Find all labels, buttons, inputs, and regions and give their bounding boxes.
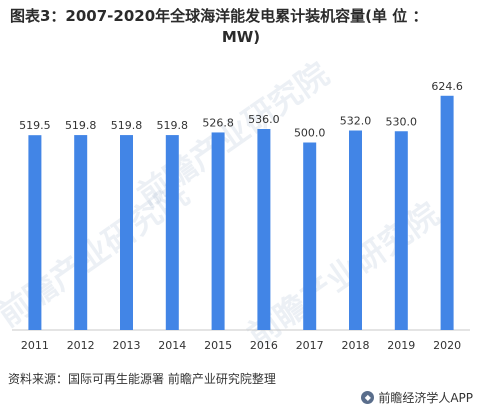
data-label-2012: 519.8	[65, 119, 97, 132]
data-label-2011: 519.5	[19, 119, 51, 132]
bar-2019	[394, 131, 408, 330]
bar-2014	[165, 135, 179, 330]
footer-brand: ◆ 前瞻经济学人APP	[361, 389, 473, 406]
chart-title-line1: 图表3：2007-2020年全球海洋能发电累计装机容量(单 位 ：	[10, 7, 428, 25]
x-tick-label-2011: 2011	[21, 339, 49, 352]
data-label-2014: 519.8	[157, 119, 189, 132]
bar-2012	[74, 135, 88, 330]
x-tick-label-2016: 2016	[250, 339, 278, 352]
chart-title-line2: MW)	[221, 28, 261, 46]
data-label-2016: 536.0	[248, 113, 280, 126]
data-label-2017: 500.0	[294, 127, 326, 140]
bar-2015	[211, 132, 225, 330]
x-tick-label-2014: 2014	[158, 339, 186, 352]
footer-brand-label: 前瞻经济学人APP	[378, 391, 473, 405]
brand-logo-icon: ◆	[361, 391, 375, 404]
x-tick-label-2017: 2017	[296, 339, 324, 352]
chart-title: 图表3：2007-2020年全球海洋能发电累计装机容量(单 位 ： MW)	[10, 6, 472, 48]
bar-2013	[120, 135, 133, 330]
data-label-2015: 526.8	[202, 116, 234, 129]
x-tick-label-2013: 2013	[113, 339, 141, 352]
source-note: 资料来源：国际可再生能源署 前瞻产业研究院整理	[8, 372, 276, 386]
data-label-2019: 530.0	[386, 115, 418, 128]
data-label-2013: 519.8	[111, 119, 143, 132]
data-label-2018: 532.0	[340, 115, 372, 128]
x-tick-label-2020: 2020	[433, 339, 461, 352]
bar-2020	[440, 95, 454, 331]
bar-2018	[349, 130, 362, 330]
data-label-2020: 624.6	[431, 80, 463, 93]
x-tick-label-2018: 2018	[342, 339, 370, 352]
x-tick-label-2019: 2019	[387, 339, 415, 352]
bar-2011	[28, 135, 42, 330]
x-tick-label-2015: 2015	[204, 339, 232, 352]
bar-2016	[257, 129, 271, 330]
x-tick-label-2012: 2012	[67, 339, 95, 352]
bar-2017	[303, 142, 317, 330]
